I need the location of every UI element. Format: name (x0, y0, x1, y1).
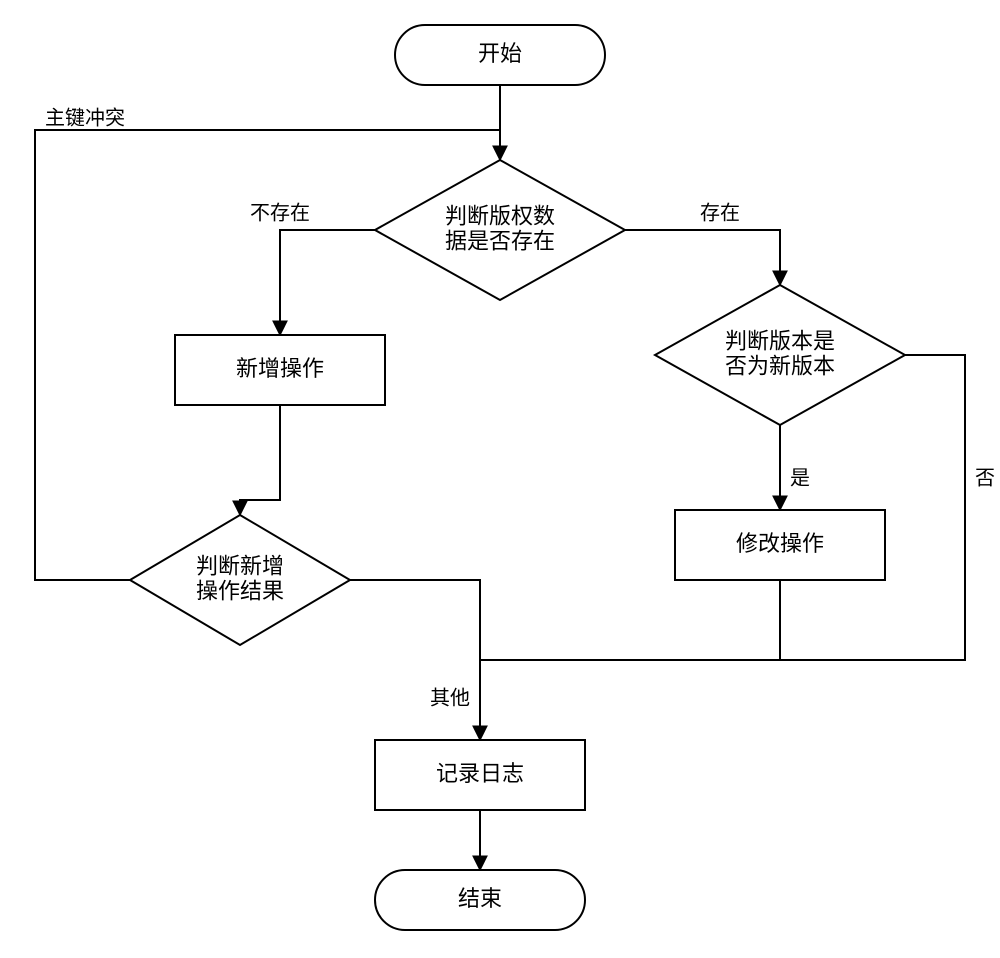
node-label: 新增操作 (236, 356, 324, 381)
edge (280, 230, 375, 335)
flowchart-diagram: 不存在存在是否其他主键冲突开始判断版权数据是否存在新增操作判断版本是否为新版本判… (0, 0, 1000, 958)
node-start: 开始 (395, 25, 605, 85)
node-add_op: 新增操作 (175, 335, 385, 405)
edge-label: 主键冲突 (45, 107, 125, 130)
node-label: 修改操作 (736, 531, 824, 556)
node-label: 判断新增 (196, 553, 284, 578)
edge-label: 存在 (700, 202, 740, 225)
node-label: 开始 (478, 41, 522, 66)
node-log: 记录日志 (375, 740, 585, 810)
node-label: 判断版权数 (445, 203, 555, 228)
edge (625, 230, 780, 285)
node-label: 否为新版本 (725, 354, 835, 379)
node-d_newver: 判断版本是否为新版本 (655, 285, 905, 425)
node-label: 判断版本是 (725, 328, 835, 353)
edge-label: 不存在 (250, 202, 310, 225)
node-label: 结束 (458, 886, 502, 911)
node-d_exists: 判断版权数据是否存在 (375, 160, 625, 300)
node-label: 操作结果 (196, 579, 284, 604)
node-label: 据是否存在 (445, 229, 555, 254)
node-modify_op: 修改操作 (675, 510, 885, 580)
edge-label: 是 (790, 468, 810, 490)
node-d_addresult: 判断新增操作结果 (130, 515, 350, 645)
edge-label: 其他 (430, 687, 470, 710)
node-label: 记录日志 (436, 761, 524, 786)
edge-label: 否 (975, 468, 995, 490)
edge (350, 580, 480, 660)
nodes-group: 开始判断版权数据是否存在新增操作 判断版本是否为新版本判断新增操作结果 修改操作记录… (130, 25, 905, 930)
edge (240, 405, 280, 515)
node-end: 结束 (375, 870, 585, 930)
